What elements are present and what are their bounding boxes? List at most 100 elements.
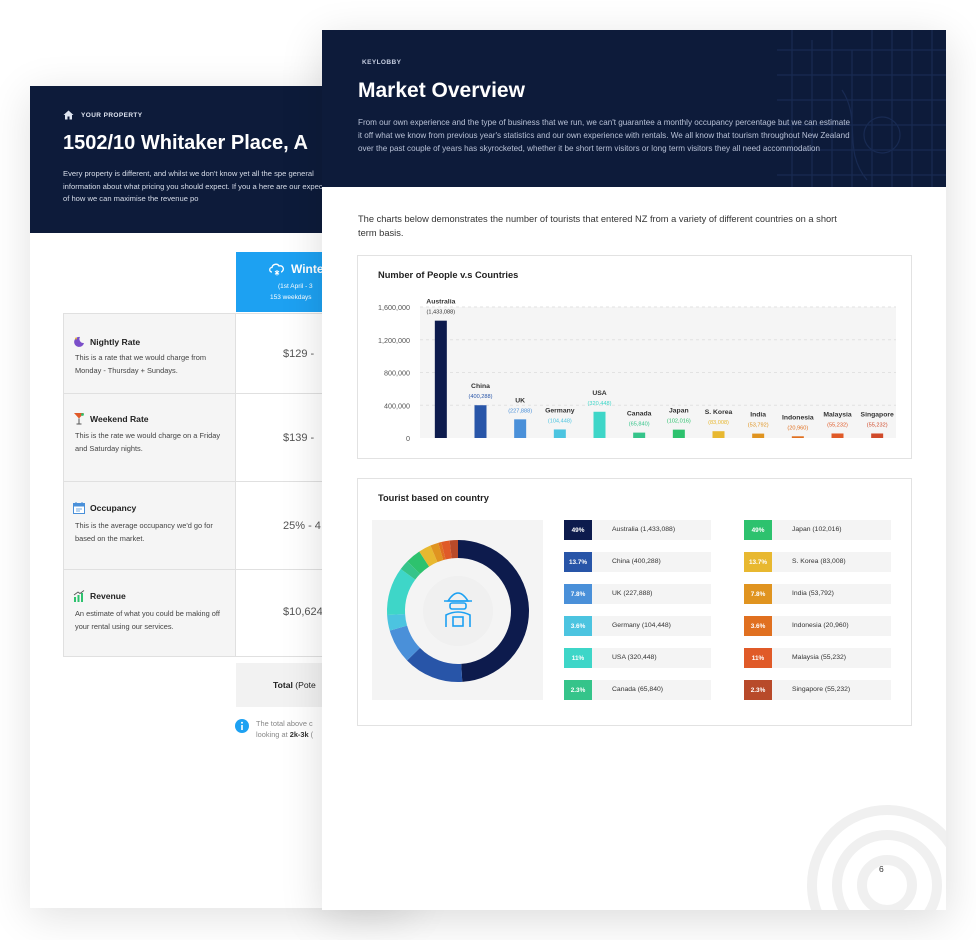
bar-chart-card: Number of People v.s Countries 1,600,000… — [357, 255, 912, 459]
brand-eyebrow: KEYLOBBY — [362, 59, 402, 66]
property-eyebrow-text: YOUR PROPERTY — [81, 111, 143, 119]
rate-heading: Revenue — [73, 590, 126, 602]
legend-item: 3.6% Indonesia (20,960) — [744, 616, 891, 636]
legend-label: UK (227,888) — [612, 590, 653, 597]
bar-value-label: (227,888) — [508, 408, 532, 414]
legend-label: Australia (1,433,088) — [612, 526, 676, 533]
traveler-goggles — [449, 602, 467, 610]
legend-percent-badge: 2.3% — [564, 680, 592, 700]
market-overview-page: KEYLOBBY Market Overview From our own ex… — [322, 30, 946, 910]
rate-heading-text: Nightly Rate — [90, 337, 141, 347]
page-description: From our own experience and the type of … — [358, 118, 850, 153]
donut-chart — [387, 540, 529, 682]
legend-percent-badge: 49% — [744, 520, 772, 540]
legend-item: 7.8% India (53,792) — [744, 584, 891, 604]
note-line-2-prefix: looking at — [256, 730, 290, 739]
season-name-text: Winte — [291, 262, 324, 276]
donut-slice — [430, 542, 444, 563]
legend-item: 13.7% China (400,288) — [564, 552, 711, 572]
donut-wrap — [372, 520, 543, 700]
rate-heading: Weekend Rate — [73, 412, 149, 425]
note-line-1: The total above c — [256, 719, 313, 728]
legend-item: 49% Australia (1,433,088) — [564, 520, 711, 540]
traveler-pack — [452, 616, 464, 627]
bar — [871, 433, 884, 438]
bar-category-label: Germany — [545, 407, 575, 414]
rate-value: 25% - 4 — [283, 520, 321, 532]
legend-label: Singapore (55,232) — [792, 686, 851, 693]
donut-slice — [407, 647, 463, 682]
snow-cloud-icon — [269, 263, 284, 276]
rate-value: $139 - — [283, 432, 315, 444]
bar-value-label: (53,792) — [748, 423, 769, 429]
bar-category-label: Singapore — [861, 411, 894, 418]
rate-description: This is a rate that we would charge from… — [75, 353, 207, 375]
y-tick-label: 0 — [406, 434, 410, 443]
y-tick-label: 800,000 — [384, 369, 410, 378]
rate-value: $10,624 — [283, 606, 323, 618]
legend-item: 49% Japan (102,016) — [744, 520, 891, 540]
bar-value-label: (400,288) — [469, 394, 493, 400]
rate-heading: Occupancy — [73, 502, 136, 514]
bar-category-label: Japan — [669, 408, 689, 415]
rate-row-nightly: Nightly Rate This is a rate that we woul… — [63, 313, 363, 393]
rate-heading: Nightly Rate — [73, 336, 140, 348]
legend-item: 2.3% Canada (65,840) — [564, 680, 711, 700]
bar-value-label: (20,960) — [787, 425, 808, 431]
legend-percent-badge: 11% — [744, 648, 772, 668]
donut-slice — [400, 561, 421, 580]
legend-item: 11% Malaysia (55,232) — [744, 648, 891, 668]
legend-item: 7.8% UK (227,888) — [564, 584, 711, 604]
bar-category-label: Malaysia — [823, 411, 852, 418]
legend-percent-badge: 13.7% — [564, 552, 592, 572]
property-description: Every property is different, and whilst … — [63, 169, 345, 203]
bar-value-label: (1,433,088) — [427, 310, 456, 316]
rate-label-cell: Nightly Rate This is a rate that we woul… — [63, 314, 236, 393]
rate-description: This is the average occupancy we'd go fo… — [75, 521, 213, 543]
home-icon — [63, 110, 74, 120]
bar-value-label: (55,232) — [827, 422, 848, 428]
rate-heading-text: Revenue — [90, 591, 126, 601]
bar — [791, 436, 804, 438]
legend-percent-badge: 7.8% — [564, 584, 592, 604]
bar-category-label: Australia — [426, 299, 455, 306]
donut-slice — [389, 625, 421, 661]
bar — [514, 419, 527, 438]
y-tick-label: 1,600,000 — [378, 303, 410, 312]
legend-item: 11% USA (320,448) — [564, 648, 711, 668]
page-title: Market Overview — [358, 79, 525, 102]
traveler-body — [445, 611, 471, 627]
page-number: 6 — [879, 864, 884, 874]
bar-category-label: S. Korea — [705, 409, 733, 416]
bar-category-label: USA — [592, 390, 606, 397]
rate-heading-text: Weekend Rate — [90, 413, 149, 424]
legend-item: 2.3% Singapore (55,232) — [744, 680, 891, 700]
rate-value: $129 - — [283, 348, 315, 360]
property-title: 1502/10 Whitaker Place, A — [63, 132, 308, 154]
donut-slice — [407, 551, 430, 575]
bar-value-label: (55,232) — [867, 422, 888, 428]
legend-label: Malaysia (55,232) — [792, 654, 847, 661]
rate-description: An estimate of what you could be making … — [75, 609, 220, 631]
bar — [633, 432, 646, 438]
rate-label-cell: Occupancy This is the average occupancy … — [63, 482, 236, 569]
legend-percent-badge: 3.6% — [744, 616, 772, 636]
bar-value-label: (102,016) — [667, 419, 691, 425]
bar-chart: 1,600,000 1,200,000 800,000 400,000 0 Austral… — [378, 299, 896, 443]
donut-slice — [419, 545, 438, 567]
bar-category-label: UK — [515, 397, 525, 404]
bar — [553, 429, 566, 438]
rate-row-weekend: Weekend Rate This is the rate we would c… — [63, 393, 363, 481]
keylobby-watermark-icon — [807, 805, 946, 910]
bar-category-label: China — [471, 383, 490, 390]
legend-percent-badge: 11% — [564, 648, 592, 668]
bar-chart-title: Number of People v.s Countries — [378, 270, 519, 280]
legend-percent-badge: 13.7% — [744, 552, 772, 572]
donut-center — [423, 576, 493, 646]
donut-slice — [441, 540, 452, 560]
bar — [672, 429, 685, 438]
city-map-decoration — [777, 30, 946, 187]
rate-description: This is the rate we would charge on a Fr… — [75, 431, 221, 453]
rate-row-occupancy: Occupancy This is the average occupancy … — [63, 481, 363, 569]
bar — [752, 433, 765, 438]
